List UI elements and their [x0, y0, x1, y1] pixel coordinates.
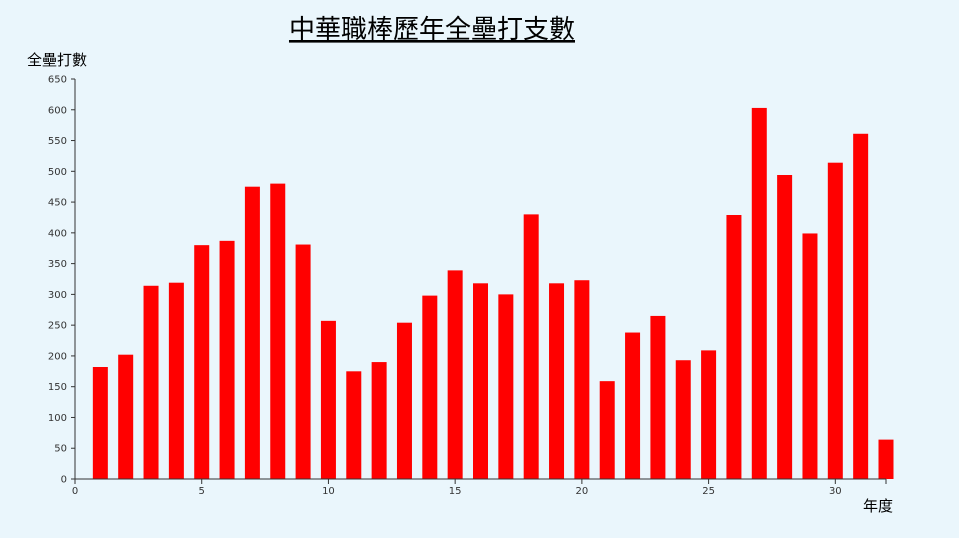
- bars-group: [93, 108, 894, 479]
- y-axis-title: 全壘打數: [27, 51, 87, 69]
- bar-year-2: [118, 355, 133, 479]
- y-tick-label-350: 350: [48, 259, 67, 270]
- y-tick-label-450: 450: [48, 198, 67, 209]
- bar-year-29: [802, 233, 817, 479]
- bar-year-21: [600, 381, 615, 479]
- y-tick-label-0: 0: [61, 475, 67, 486]
- x-axis-title: 年度: [863, 497, 893, 515]
- bar-year-14: [422, 296, 437, 479]
- bar-year-13: [397, 323, 412, 479]
- y-tick-label-100: 100: [48, 413, 67, 424]
- y-tick-label-600: 600: [48, 105, 67, 116]
- x-tick-label-25: 25: [702, 486, 715, 497]
- bar-year-12: [372, 362, 387, 479]
- x-tick-label-5: 5: [199, 486, 205, 497]
- x-tick-label-15: 15: [449, 486, 462, 497]
- x-tick-label-10: 10: [322, 486, 335, 497]
- x-tick-label-0: 0: [72, 486, 78, 497]
- bar-year-30: [828, 163, 843, 479]
- bar-year-5: [194, 245, 209, 479]
- bar-year-3: [144, 286, 159, 479]
- bar-year-10: [321, 321, 336, 479]
- y-tick-label-200: 200: [48, 351, 67, 362]
- bar-year-24: [676, 360, 691, 479]
- y-tick-label-250: 250: [48, 321, 67, 332]
- y-tick-label-150: 150: [48, 382, 67, 393]
- bar-year-16: [473, 283, 488, 479]
- bar-year-15: [448, 270, 463, 479]
- bar-year-27: [752, 108, 767, 479]
- chart-title: 中華職棒歷年全壘打支數: [289, 15, 575, 45]
- y-tick-label-50: 50: [54, 444, 67, 455]
- bar-year-4: [169, 283, 184, 479]
- bar-year-18: [524, 214, 539, 479]
- bar-year-22: [625, 333, 640, 479]
- bar-year-31: [853, 134, 868, 479]
- bar-year-6: [220, 241, 235, 479]
- bar-year-23: [650, 316, 665, 479]
- bar-year-8: [270, 184, 285, 479]
- bar-year-17: [498, 294, 513, 479]
- bar-year-11: [346, 371, 361, 479]
- bar-year-26: [726, 215, 741, 479]
- bar-year-20: [574, 280, 589, 479]
- y-tick-label-550: 550: [48, 136, 67, 147]
- bar-year-25: [701, 350, 716, 479]
- y-tick-label-650: 650: [48, 75, 67, 86]
- bar-year-1: [93, 367, 108, 479]
- y-tick-label-300: 300: [48, 290, 67, 301]
- bar-year-32: [879, 440, 894, 479]
- bar-year-9: [296, 245, 311, 479]
- x-tick-label-20: 20: [576, 486, 589, 497]
- bar-year-7: [245, 187, 260, 479]
- x-tick-label-30: 30: [829, 486, 842, 497]
- bar-year-28: [777, 175, 792, 479]
- y-tick-label-500: 500: [48, 167, 67, 178]
- y-tick-label-400: 400: [48, 228, 67, 239]
- bar-year-19: [549, 283, 564, 479]
